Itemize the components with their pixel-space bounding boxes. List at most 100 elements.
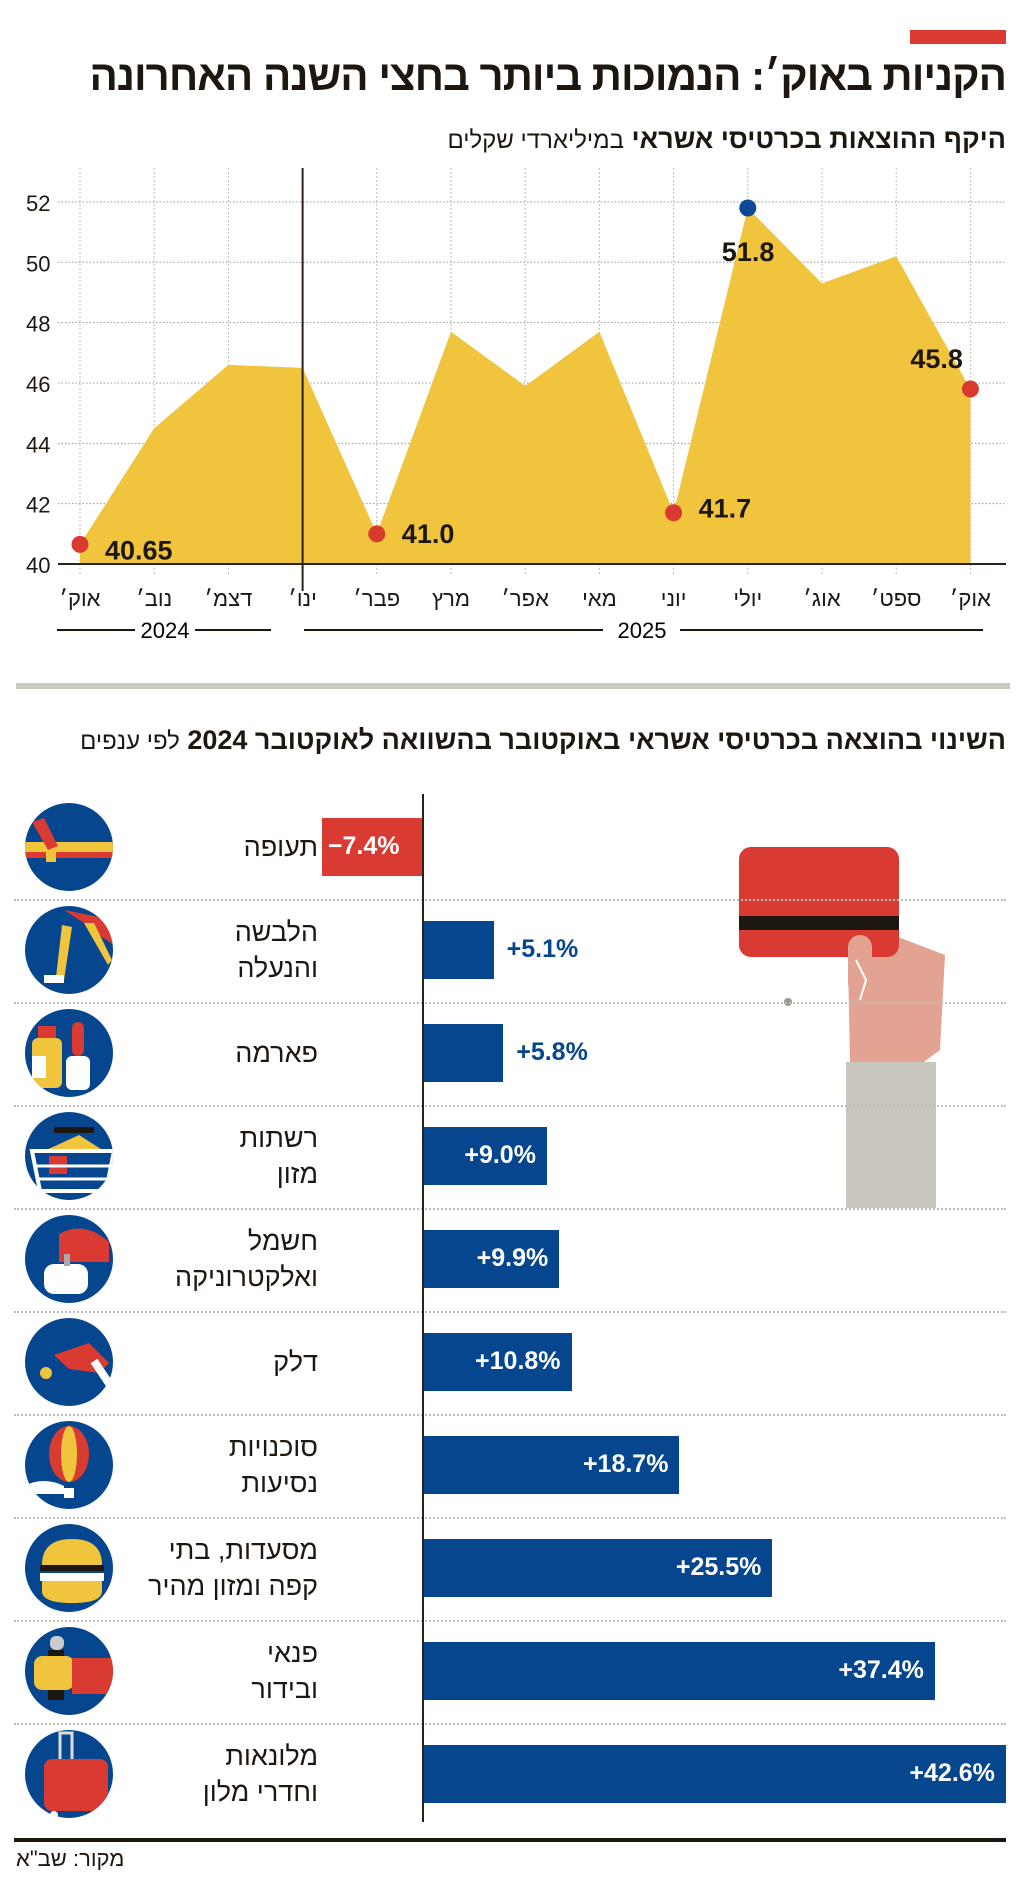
data-label: 41.7 — [699, 494, 752, 524]
category-label: חשמל ואלקטרוניקה — [58, 1223, 318, 1295]
x-tick-label: ינו׳ — [288, 586, 316, 611]
data-point-marker — [739, 199, 757, 217]
category-label: פארמה — [58, 1035, 318, 1071]
x-tick-label: נוב׳ — [136, 586, 172, 611]
category-label-line: סוכנויות — [228, 1432, 318, 1462]
bar-value-label: +18.7% — [582, 1450, 669, 1478]
y-tick-label: 40 — [26, 553, 50, 578]
x-tick-label: יולי — [733, 586, 762, 611]
row-divider — [14, 1620, 1006, 1622]
bar-value-label: +5.8% — [516, 1038, 588, 1066]
bar-value-label: +9.0% — [464, 1141, 536, 1169]
category-label-line: נסיעות — [241, 1468, 318, 1498]
subtitle-unit: במיליארדי שקלים — [447, 127, 624, 154]
category-label-line: קפה ומזון מהיר — [148, 1571, 318, 1601]
category-label: תעופה — [58, 829, 318, 865]
bar — [424, 1539, 773, 1597]
category-label: דלק — [58, 1344, 318, 1380]
area-chart: 40 42 44 46 48 50 52 אוק׳ נוב׳ דצמ׳ ינו׳ פבר׳ מרץ אפר… — [26, 168, 1006, 643]
row-divider — [14, 1311, 1006, 1313]
category-label-line: מלונאות — [225, 1741, 318, 1771]
bar-value-label: +10.8% — [475, 1347, 561, 1375]
subtitle-bold: היקף ההוצאות בכרטיסי אשראי — [631, 124, 1007, 154]
section-divider — [16, 683, 1010, 689]
x-tick-label: יוני — [661, 586, 687, 611]
row-divider — [14, 1517, 1006, 1519]
data-label: 40.65 — [105, 535, 173, 565]
y-tick-label: 44 — [26, 432, 50, 457]
footer-rule — [14, 1838, 1006, 1842]
bar-title-light: לפי ענפים — [80, 728, 180, 755]
bar-value-label: +25.5% — [675, 1553, 762, 1581]
data-label: 51.8 — [722, 237, 775, 267]
category-label: הלבשה והנעלה — [58, 914, 318, 986]
x-tick-label: פבר׳ — [353, 586, 400, 611]
category-label: פנאי ובידור — [58, 1635, 318, 1707]
y-tick-label: 52 — [26, 191, 50, 216]
bar — [424, 1745, 1006, 1803]
microphone-icon — [24, 1626, 114, 1716]
fuel-nozzle-icon — [24, 1317, 114, 1407]
suitcase-icon — [24, 1729, 114, 1819]
y-tick-label: 50 — [26, 251, 50, 276]
bar — [424, 1127, 547, 1185]
y-tick-label: 42 — [26, 493, 50, 518]
bar-chart-title: השינוי בהוצאה בכרטיסי אשראי באוקטובר בהש… — [80, 725, 1006, 756]
page-title: הקניות באוק׳: הנמוכות ביותר בחצי השנה הא… — [89, 52, 1007, 99]
bar-title-bold: השינוי בהוצאה בכרטיסי אשראי באוקטובר בהש… — [187, 725, 1006, 755]
stand-mixer-icon — [24, 1214, 114, 1304]
medicine-bottles-icon — [24, 1008, 114, 1098]
credit-card-hand-illustration — [739, 847, 945, 1208]
data-point-marker — [71, 535, 89, 553]
category-label-line: הלבשה — [234, 917, 318, 947]
burger-icon — [24, 1523, 114, 1613]
x-tick-label: מרץ — [432, 586, 470, 611]
category-label-line: ובידור — [251, 1674, 318, 1704]
category-label-line: פארמה — [235, 1038, 318, 1068]
zero-axis — [422, 794, 424, 1822]
bar — [321, 818, 423, 876]
data-label: 41.0 — [402, 519, 455, 549]
row-divider — [14, 1414, 1006, 1416]
x-tick-label: אוק׳ — [60, 586, 101, 611]
data-point-marker — [665, 504, 683, 522]
sneaker-icon — [24, 905, 114, 995]
row-divider — [14, 1002, 1006, 1004]
bar-value-label: +5.1% — [506, 935, 579, 963]
airplane-icon — [24, 802, 114, 892]
x-tick-label: ספט׳ — [871, 586, 921, 611]
category-label-line: פנאי — [267, 1638, 318, 1668]
category-label: סוכנויות נסיעות — [58, 1429, 318, 1501]
y-tick-label: 46 — [26, 372, 50, 397]
bar-value-label: −7.4% — [327, 832, 400, 860]
category-label-line: מסעדות, בתי — [168, 1535, 318, 1565]
data-point-marker — [368, 525, 386, 543]
source-note: מקור: שב"א — [16, 1846, 125, 1871]
row-divider — [14, 1208, 1006, 1210]
bar-value-label: +9.9% — [476, 1244, 549, 1272]
bar — [424, 921, 494, 979]
category-label: מסעדות, בתי קפה ומזון מהיר — [58, 1532, 318, 1604]
y-tick-label: 48 — [26, 312, 50, 337]
x-tick-label: אוק׳ — [950, 586, 991, 611]
category-label-line: והנעלה — [237, 953, 318, 983]
bar — [424, 1230, 560, 1288]
row-divider — [14, 1105, 1006, 1107]
data-label: 45.8 — [910, 344, 963, 374]
accent-bar — [910, 30, 1006, 44]
year-label-2025: 2025 — [618, 618, 667, 643]
shopping-basket-icon — [24, 1111, 114, 1201]
bar — [424, 1642, 935, 1700]
chart-subtitle: היקף ההוצאות בכרטיסי אשראי במיליארדי שקל… — [447, 124, 1006, 155]
category-label-line: וחדרי מלון — [202, 1777, 318, 1807]
data-point-marker — [961, 380, 979, 398]
row-divider — [14, 1723, 1006, 1725]
year-label-2024: 2024 — [141, 618, 190, 643]
category-label-line: תעופה — [243, 832, 318, 862]
category-label-line: דלק — [273, 1347, 318, 1377]
category-label: מלונאות וחדרי מלון — [58, 1738, 318, 1810]
category-label: רשתות מזון — [58, 1120, 318, 1192]
category-label-line: מזון — [276, 1159, 318, 1189]
hot-air-balloon-icon — [24, 1420, 114, 1510]
